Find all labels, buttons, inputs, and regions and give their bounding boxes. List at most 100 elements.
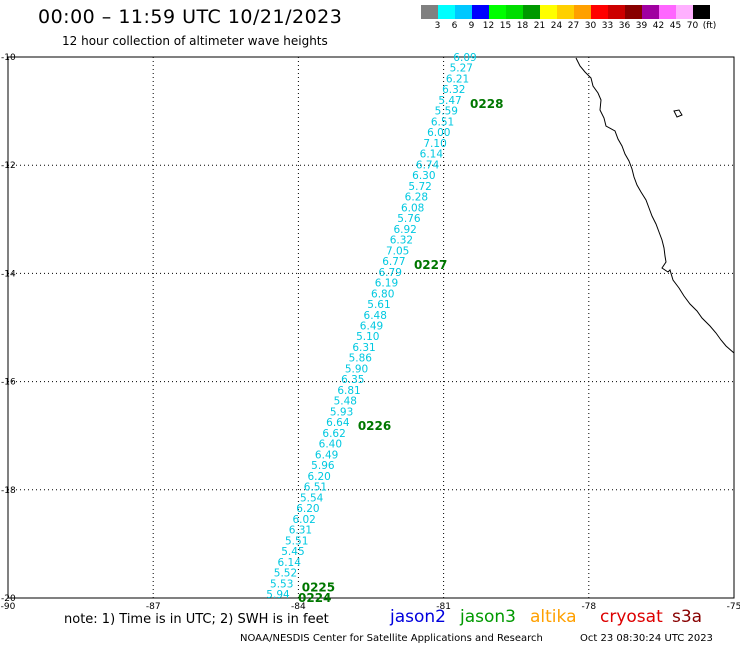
colorbar-swatch <box>455 5 472 19</box>
colorbar-label: 15 <box>499 21 512 31</box>
wave-height-label: 6.51 <box>431 116 454 128</box>
wave-height-label: 6.31 <box>289 525 312 537</box>
wave-height-label: 6.32 <box>442 84 465 96</box>
colorbar-label: 18 <box>516 21 529 31</box>
altimeter-track: 6.095.276.216.325.475.596.516.007.106.14… <box>266 52 503 605</box>
legend-jason2: jason2 <box>390 607 446 627</box>
colorbar-label: 33 <box>601 21 614 31</box>
y-tick-label: -20 <box>1 594 16 604</box>
coastline <box>575 57 735 354</box>
colorbar-swatch <box>591 5 608 19</box>
colorbar-label: 45 <box>669 21 682 31</box>
colorbar-swatch <box>472 5 489 19</box>
wave-height-label: 6.09 <box>453 52 476 64</box>
colorbar-swatch <box>693 5 710 19</box>
wave-height-label: 6.02 <box>292 514 315 526</box>
wave-height-label: 5.90 <box>345 363 368 375</box>
track-time-label: 0225 <box>302 580 335 594</box>
colorbar-swatch <box>659 5 676 19</box>
legend-jason3: jason3 <box>460 607 516 627</box>
wave-height-label: 6.49 <box>360 321 383 333</box>
chart-title: 00:00 – 11:59 UTC 10/21/2023 <box>38 6 343 28</box>
wave-height-label: 5.93 <box>330 406 353 418</box>
x-tick-label: -81 <box>436 602 451 612</box>
colorbar-label: 27 <box>567 21 580 31</box>
wave-height-label: 6.49 <box>315 449 338 461</box>
wave-height-label: 5.45 <box>281 546 304 558</box>
colorbar-swatch <box>523 5 540 19</box>
colorbar-swatch <box>489 5 506 19</box>
legend-cryosat: cryosat <box>600 607 663 627</box>
footer-note: note: 1) Time is in UTC; 2) SWH is in fe… <box>64 612 329 627</box>
wave-height-label: 6.81 <box>337 385 360 397</box>
wave-height-label: 5.54 <box>300 492 324 504</box>
wave-height-label: 5.53 <box>270 578 293 590</box>
wave-height-label: 5.94 <box>266 589 290 601</box>
y-tick-label: -18 <box>1 486 16 496</box>
x-tick-label: -84 <box>291 602 306 612</box>
colorbar-label: 70 <box>686 21 699 31</box>
wave-height-label: 6.79 <box>379 267 402 279</box>
colorbar-label: 9 <box>468 21 475 31</box>
wave-height-label: 5.61 <box>367 299 390 311</box>
wave-height-label: 6.48 <box>364 310 387 322</box>
colorbar-label: (ft) <box>702 21 717 31</box>
legend-altika: altika <box>530 607 577 627</box>
wave-height-label: 5.52 <box>274 568 297 580</box>
x-tick-label: -87 <box>146 602 161 612</box>
wave-height-label: 6.31 <box>352 342 375 354</box>
x-tick-label: -90 <box>1 602 16 612</box>
wave-height-label: 6.00 <box>427 127 450 139</box>
wave-height-label: 6.64 <box>326 417 350 429</box>
x-tick-label: -75 <box>727 602 740 612</box>
colorbar-label: 6 <box>451 21 458 31</box>
colorbar <box>421 5 710 19</box>
wave-height-label: 6.30 <box>412 170 435 182</box>
wave-height-label: 6.14 <box>278 557 302 569</box>
track-time-label: 0227 <box>414 258 447 272</box>
wave-height-label: 5.59 <box>435 106 458 118</box>
axis-tick-labels: -90 -87 -84 -81 -78 -75 -10 -12 -14 -16 -18 -20 <box>1 53 740 612</box>
wave-height-label: 6.40 <box>319 439 342 451</box>
timestamp-text: Oct 23 08:30:24 UTC 2023 <box>580 633 713 644</box>
wave-height-label: 6.51 <box>304 482 327 494</box>
colorbar-swatch <box>676 5 693 19</box>
y-tick-label: -16 <box>1 378 16 388</box>
wave-height-label: 6.80 <box>371 288 394 300</box>
y-tick-label: -14 <box>1 269 16 279</box>
wave-height-label: 5.51 <box>285 535 308 547</box>
legend-s3a: s3a <box>672 607 703 627</box>
chart-subtitle: 12 hour collection of altimeter wave hei… <box>62 34 328 48</box>
colorbar-swatch <box>642 5 659 19</box>
y-tick-label: -12 <box>1 161 16 171</box>
credit-text: NOAA/NESDIS Center for Satellite Applica… <box>240 633 543 644</box>
wave-height-label: 6.28 <box>405 192 428 204</box>
colorbar-label: 21 <box>533 21 546 31</box>
wave-height-label: 6.20 <box>296 503 319 515</box>
colorbar-label: 36 <box>618 21 631 31</box>
wave-height-label: 5.10 <box>356 331 379 343</box>
colorbar-label: 42 <box>652 21 665 31</box>
colorbar-label: 24 <box>550 21 563 31</box>
track-time-label: 0226 <box>358 419 391 433</box>
wave-height-label: 6.62 <box>322 428 345 440</box>
colorbar-label: 12 <box>482 21 495 31</box>
wave-height-label: 6.77 <box>382 256 405 268</box>
map-frame <box>7 56 735 599</box>
colorbar-swatch <box>421 5 438 19</box>
wave-height-label: 7.10 <box>423 138 446 150</box>
colorbar-swatch <box>625 5 642 19</box>
wave-height-label: 5.76 <box>397 213 421 225</box>
island <box>673 109 683 118</box>
wave-height-label: 6.20 <box>307 471 330 483</box>
wave-height-label: 6.74 <box>416 159 440 171</box>
colorbar-swatch <box>540 5 557 19</box>
colorbar-label: 3 <box>434 21 441 31</box>
wave-height-label: 5.96 <box>311 460 335 472</box>
wave-height-label: 5.86 <box>349 353 373 365</box>
wave-height-label: 6.14 <box>420 149 444 161</box>
wave-height-label: 6.08 <box>401 202 424 214</box>
colorbar-swatch <box>608 5 625 19</box>
grid-lines <box>8 57 734 598</box>
wave-height-label: 6.35 <box>341 374 364 386</box>
